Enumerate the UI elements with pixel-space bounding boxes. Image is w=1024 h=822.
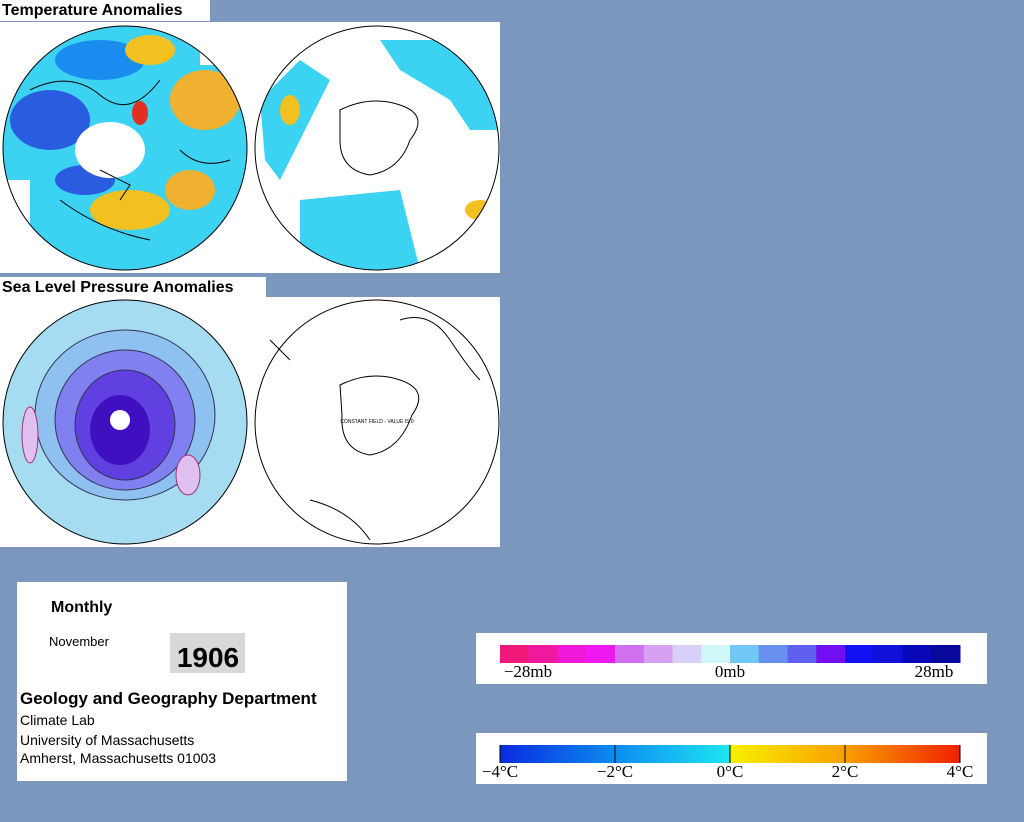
colorbar-segment (672, 645, 702, 663)
colorbar-segment (816, 645, 846, 663)
colorbar-segment (931, 645, 961, 663)
legend-label: −2°C (597, 762, 633, 781)
pressure-colorbar (500, 645, 961, 663)
colorbar-ticks (499, 745, 961, 763)
colorbar-segment (758, 645, 788, 663)
colorbar-segment (701, 645, 731, 663)
nh-temp-map (3, 26, 247, 270)
colorbar-segment (643, 645, 673, 663)
legend-label: 0°C (717, 762, 744, 781)
legend-label: 28mb (915, 662, 954, 681)
colorbar-segment (586, 645, 616, 663)
map-shape (280, 95, 300, 125)
department: Geology and Geography Department (20, 689, 317, 708)
info-box (17, 582, 347, 781)
map-shape (90, 190, 170, 230)
legend-label: 0mb (715, 662, 745, 681)
info-line: University of Massachusetts (20, 732, 194, 748)
legend-label: 4°C (947, 762, 974, 781)
year-box (170, 633, 245, 673)
map-outline (2, 299, 248, 545)
colorbar-segment (845, 645, 875, 663)
legend-label: 2°C (832, 762, 859, 781)
map-outline (254, 25, 500, 271)
panel-title: Temperature Anomalies (0, 0, 210, 21)
map-outline (2, 25, 248, 271)
map-shape (170, 70, 240, 130)
info-line: Climate Lab (20, 712, 95, 728)
map-note: CONSTANT FIELD - VALUE IS 0 (340, 419, 414, 425)
coastline (269, 317, 481, 541)
map-shape (29, 79, 231, 241)
map-shape (165, 170, 215, 210)
sh-temp-map (255, 26, 499, 270)
legend-label: −28mb (504, 662, 552, 681)
map-shape (132, 101, 148, 125)
colorbar-segment (615, 645, 645, 663)
period: Monthly (51, 599, 112, 616)
map-shape (75, 122, 145, 178)
year: 1906 (177, 642, 239, 673)
colorbar-segment (730, 645, 760, 663)
colorbar-segment (902, 645, 932, 663)
colorbar-segment (557, 645, 587, 663)
map-shape (10, 90, 90, 150)
colorbar-segment (787, 645, 817, 663)
map-shape (300, 190, 420, 270)
month: November (49, 634, 110, 649)
legend-label: −4°C (482, 762, 518, 781)
map-shape (21, 406, 39, 464)
colorbar-segment (873, 645, 903, 663)
colorbar-segment (500, 645, 530, 663)
colorbar-segment (528, 645, 558, 663)
panel-title: Sea Level Pressure Anomalies (0, 277, 266, 298)
map-shape (175, 454, 201, 496)
map-shape (339, 100, 419, 176)
map-shape (55, 40, 145, 80)
map-outline (254, 299, 500, 545)
nh-pressure-map (3, 300, 247, 544)
info-line: Amherst, Massachusetts 01003 (20, 750, 216, 766)
map-shape (125, 35, 175, 65)
map-shape (110, 410, 130, 430)
